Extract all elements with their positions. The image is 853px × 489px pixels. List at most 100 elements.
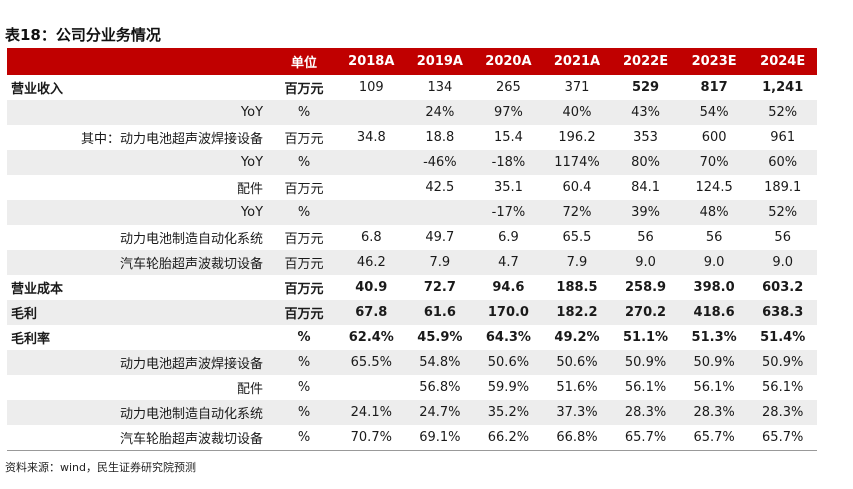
- row-label: 动力电池超声波焊接设备: [7, 350, 272, 375]
- value-cell: 24.1%: [337, 400, 406, 425]
- header-cell: [7, 48, 272, 75]
- header-cell: 2023E: [679, 48, 749, 75]
- value-cell: 70%: [679, 150, 749, 175]
- value-cell: 72.7: [423, 280, 456, 295]
- value-cell: [337, 200, 406, 225]
- header-cell: 2018A: [337, 48, 406, 75]
- value-cell: 50.9%: [611, 350, 680, 375]
- value-cell: 54%: [679, 100, 749, 125]
- value-cell: 64.3%: [485, 330, 531, 345]
- row-label: 毛利: [7, 300, 272, 325]
- unit-cell: %: [271, 200, 338, 225]
- value-cell: 270.2: [611, 300, 680, 325]
- table-row: 毛利 百万元 67.8 61.6 170.0 182.2 270.2 418.6 638.3: [7, 300, 817, 325]
- value-cell: 7.9: [405, 250, 475, 275]
- value-cell: 51.6%: [556, 380, 598, 395]
- value-cell: 1,241: [762, 80, 804, 95]
- value-cell: 56: [705, 230, 723, 245]
- table-row: 动力电池制造自动化系统% 24.1% 24.7% 35.2% 37.3% 28.3% 28.…: [7, 400, 817, 425]
- value-cell: 56.8%: [419, 380, 461, 395]
- unit-cell: %: [297, 380, 311, 395]
- value-cell: 51.4%: [760, 330, 806, 345]
- unit-cell: 百万元: [271, 300, 338, 325]
- value-cell: 9.0: [611, 250, 680, 275]
- value-cell: 49.2%: [554, 330, 600, 345]
- value-cell: 56: [774, 230, 791, 245]
- value-cell: 56.1%: [624, 380, 667, 395]
- value-cell: 40.9: [355, 280, 388, 295]
- unit-cell: 百万元: [284, 182, 324, 197]
- value-cell: 65.7%: [748, 425, 817, 451]
- value-cell: 50.6%: [474, 350, 543, 375]
- value-cell: 28.3%: [679, 400, 749, 425]
- value-cell: 353: [633, 130, 658, 145]
- value-cell: [337, 150, 406, 175]
- header-cell: 2020A: [474, 48, 543, 75]
- value-cell: 35.2%: [474, 400, 543, 425]
- value-cell: 56.1%: [762, 380, 804, 395]
- value-cell: 94.6: [492, 280, 525, 295]
- value-cell: [337, 175, 406, 200]
- row-label: 动力电池制造自动化系统: [120, 232, 264, 247]
- table-title: 表18：公司分业务情况: [5, 26, 161, 44]
- value-cell: 15.4: [493, 130, 523, 145]
- unit-cell: 百万元: [284, 282, 324, 297]
- value-cell: 66.8%: [542, 425, 612, 451]
- row-label: 配件: [237, 382, 264, 397]
- value-cell: 28.3%: [748, 400, 817, 425]
- value-cell: 600: [701, 130, 727, 145]
- value-cell: 65.7%: [611, 425, 680, 451]
- value-cell: 84.1: [631, 180, 661, 195]
- unit-cell: %: [271, 400, 338, 425]
- value-cell: 6.9: [498, 230, 519, 245]
- value-cell: 638.3: [748, 300, 817, 325]
- value-cell: [337, 375, 406, 400]
- value-cell: 70.7%: [337, 425, 406, 451]
- value-cell: 6.8: [360, 230, 382, 245]
- value-cell: 188.5: [556, 280, 598, 295]
- value-cell: 1174%: [542, 150, 612, 175]
- source-note: 资料来源：wind，民生证券研究院预测: [5, 461, 197, 474]
- unit-cell: 百万元: [284, 132, 324, 147]
- row-label: 动力电池制造自动化系统: [7, 400, 272, 425]
- row-label: 毛利率: [11, 332, 51, 347]
- table-row: 配件% 56.8% 59.9% 51.6% 56.1% 56.1% 56.1%: [7, 375, 817, 400]
- value-cell: 189.1: [764, 180, 802, 195]
- value-cell: 40%: [542, 100, 612, 125]
- value-cell: 97%: [474, 100, 543, 125]
- row-label: 其中：动力电池超声波焊接设备: [81, 132, 264, 147]
- value-cell: 67.8: [337, 300, 406, 325]
- value-cell: 62.4%: [348, 330, 394, 345]
- value-cell: [337, 100, 406, 125]
- value-cell: 60%: [748, 150, 817, 175]
- value-cell: 258.9: [624, 280, 667, 295]
- table-row: YoY% 24% 97% 40% 43% 54% 52%: [7, 100, 817, 125]
- value-cell: 124.5: [695, 180, 733, 195]
- row-label: 配件: [237, 182, 264, 197]
- value-cell: 265: [496, 80, 521, 95]
- header-row: 单位 2018A 2019A 2020A 2021A 2022E 2023E 2…: [7, 48, 817, 75]
- value-cell: 66.2%: [474, 425, 543, 451]
- row-label: YoY: [7, 100, 272, 125]
- value-cell: 72%: [542, 200, 612, 225]
- value-cell: 48%: [679, 200, 749, 225]
- header-cell: 2022E: [611, 48, 680, 75]
- unit-cell: %: [271, 100, 338, 125]
- value-cell: 46.2: [337, 250, 406, 275]
- value-cell: 52%: [748, 200, 817, 225]
- value-cell: 50.6%: [542, 350, 612, 375]
- value-cell: 18.8: [425, 130, 455, 145]
- value-cell: 39%: [611, 200, 680, 225]
- value-cell: 52%: [748, 100, 817, 125]
- value-cell: 49.7: [425, 230, 455, 245]
- value-cell: 418.6: [679, 300, 749, 325]
- row-label: 汽车轮胎超声波裁切设备: [7, 425, 272, 451]
- value-cell: 35.1: [493, 180, 523, 195]
- value-cell: -17%: [474, 200, 543, 225]
- table-row: 配件 百万元 42.5 35.1 60.4 84.1 124.5 189.1: [7, 175, 817, 200]
- value-cell: 56.1%: [693, 380, 735, 395]
- value-cell: 371: [564, 80, 590, 95]
- value-cell: 37.3%: [542, 400, 612, 425]
- value-cell: 59.9%: [487, 380, 530, 395]
- value-cell: 134: [427, 80, 453, 95]
